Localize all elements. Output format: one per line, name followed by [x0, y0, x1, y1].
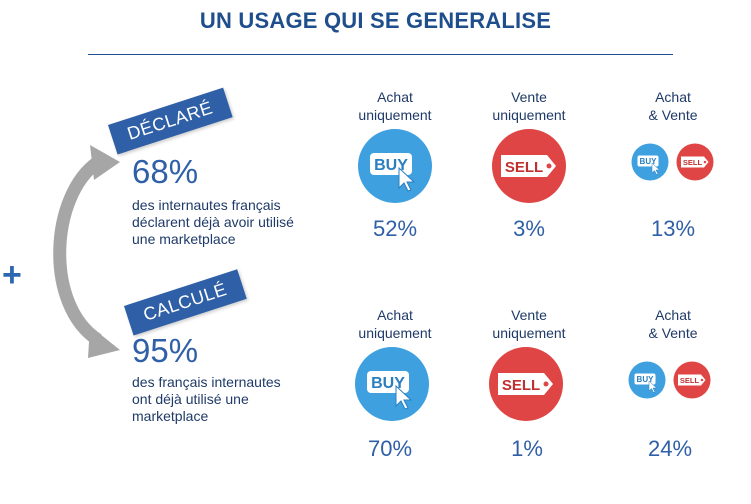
buy-icon-label: BUY	[640, 157, 658, 166]
buy-tag-icon: BUY	[628, 361, 666, 399]
sell-only-percentage: 1%	[511, 436, 543, 461]
column-header-line: uniquement	[492, 325, 566, 341]
description-line: des français internautes	[132, 374, 281, 390]
declared-percentage: 68%	[132, 153, 199, 190]
column-header-buy-only: Achat uniquement	[340, 88, 450, 124]
description-line: déclarent déjà avoir utilisé	[132, 214, 294, 230]
calculated-percentage: 95%	[132, 332, 199, 369]
column-header-line: Achat	[377, 307, 413, 323]
sell-tag-icon: SELL	[492, 129, 566, 203]
column-header-line: uniquement	[358, 325, 432, 341]
buy-tag-icon: BUY	[358, 129, 432, 203]
sell-tag-icon: SELL	[673, 361, 711, 399]
column-header-line: uniquement	[358, 107, 432, 123]
buy-only-percentage: 52%	[372, 216, 418, 241]
buy-tag-icon: BUY	[355, 347, 429, 421]
sell-icon-label: SELL	[505, 159, 543, 176]
plus-icon: +	[2, 256, 22, 294]
column-header-line: Achat	[655, 89, 691, 105]
column-header-line: & Vente	[648, 107, 698, 123]
description-line: marketplace	[132, 408, 209, 424]
buy-icon-label: BUY	[637, 375, 655, 384]
column-header-buy-only: Achat uniquement	[340, 306, 450, 342]
page-title: UN USAGE QUI SE GENERALISE	[199, 8, 552, 33]
sell-icon-label: SELL	[683, 158, 703, 167]
calculated-badge: CALCULÉ	[124, 269, 247, 336]
column-header-buy-and-sell: Achat & Vente	[618, 88, 728, 124]
sell-icon-label: SELL	[680, 376, 700, 385]
sell-icon-label: SELL	[502, 377, 540, 394]
column-header-buy-and-sell: Achat & Vente	[618, 306, 728, 342]
column-header-sell-only: Vente uniquement	[474, 88, 584, 124]
curved-double-arrow-icon	[53, 145, 120, 358]
buy-tag-icon: BUY	[631, 143, 669, 181]
column-header-line: Vente	[511, 307, 547, 323]
column-header-sell-only: Vente uniquement	[474, 306, 584, 342]
buy-and-sell-percentage: 13%	[650, 216, 696, 241]
title-divider	[88, 54, 673, 55]
buy-only-percentage: 70%	[367, 436, 413, 461]
sell-tag-icon: SELL	[489, 347, 563, 421]
declared-badge: DÉCLARÉ	[108, 87, 233, 155]
column-header-line: Achat	[655, 307, 691, 323]
column-header-line: uniquement	[492, 107, 566, 123]
description-line: ont déjà utilisé une	[132, 391, 249, 407]
column-header-line: Vente	[511, 89, 547, 105]
buy-and-sell-percentage: 24%	[647, 436, 693, 461]
sell-tag-icon: SELL	[676, 143, 714, 181]
calculated-description: des français internautes ont déjà utilis…	[132, 374, 307, 425]
column-header-line: Achat	[377, 89, 413, 105]
sell-only-percentage: 3%	[513, 216, 545, 241]
description-line: des internautes français	[132, 197, 281, 213]
declared-description: des internautes français déclarent déjà …	[132, 197, 307, 248]
column-header-line: & Vente	[648, 325, 698, 341]
description-line: une marketplace	[132, 231, 236, 247]
